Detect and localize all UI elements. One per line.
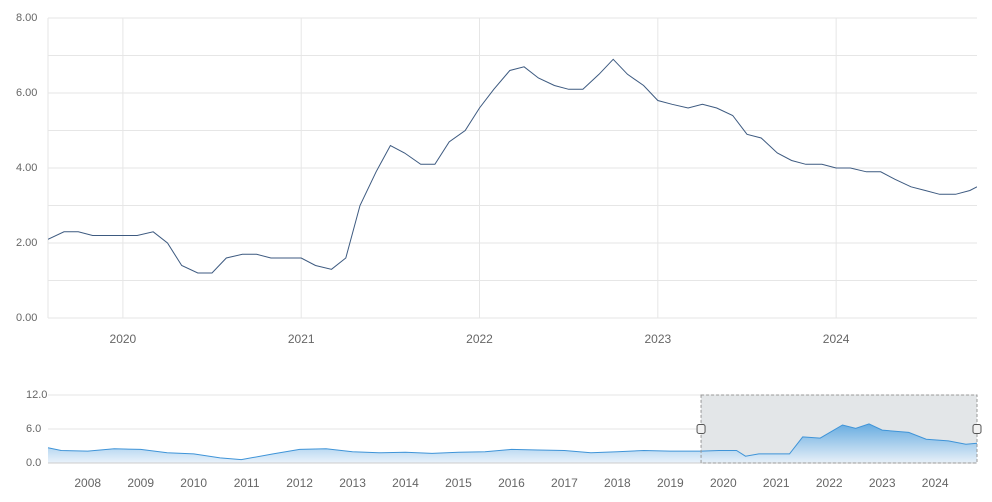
- main-line-chart: 0.00 2.00 4.00 6.00 8.00 2020 2021 2022 2023 2024: [16, 12, 977, 346]
- navigator-area-chart[interactable]: 0.0 6.0 12.0 2008 2009 2010 2011 2012 2013 2014 20…: [26, 389, 982, 490]
- x-tick-label: 2022: [466, 332, 493, 346]
- x-tick-label: 2012: [286, 476, 313, 490]
- y-tick-label: 4.00: [16, 162, 37, 174]
- x-tick-label: 2023: [869, 476, 896, 490]
- x-tick-label: 2021: [288, 332, 315, 346]
- y-tick-label: 6.0: [26, 423, 41, 435]
- x-tick-label: 2010: [180, 476, 207, 490]
- navigator-line: [47, 423, 978, 461]
- y-tick-label: 8.00: [16, 12, 37, 24]
- x-tick-label: 2024: [823, 332, 850, 346]
- x-tick-label: 2019: [657, 476, 684, 490]
- x-tick-label: 2022: [816, 476, 843, 490]
- x-tick-label: 2020: [710, 476, 737, 490]
- x-tick-label: 2017: [551, 476, 578, 490]
- x-tick-label: 2013: [339, 476, 366, 490]
- navigator-selection-outline[interactable]: [700, 394, 978, 464]
- x-tick-label: 2021: [763, 476, 790, 490]
- x-tick-label: 2023: [644, 332, 671, 346]
- navigator-handle-left[interactable]: [696, 424, 706, 434]
- x-tick-label: 2016: [498, 476, 525, 490]
- series-line: [48, 58, 977, 274]
- x-tick-label: 2014: [392, 476, 419, 490]
- navigator-area: [48, 423, 977, 463]
- y-tick-label: 6.00: [16, 87, 37, 99]
- y-tick-label: 12.0: [26, 389, 47, 401]
- x-tick-label: 2015: [445, 476, 472, 490]
- navigator-handle-right[interactable]: [972, 424, 982, 434]
- x-tick-label: 2018: [604, 476, 631, 490]
- x-tick-label: 2008: [74, 476, 101, 490]
- x-tick-label: 2011: [234, 476, 260, 490]
- y-tick-label: 0.00: [16, 312, 37, 324]
- y-tick-label: 0.0: [26, 457, 41, 469]
- x-tick-label: 2009: [127, 476, 154, 490]
- x-tick-label: 2024: [922, 476, 949, 490]
- y-tick-label: 2.00: [16, 237, 37, 249]
- x-tick-label: 2020: [110, 332, 137, 346]
